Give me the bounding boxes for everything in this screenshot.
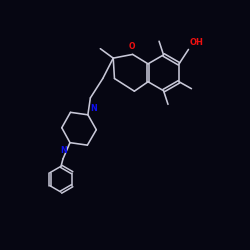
Text: O: O [128,42,135,51]
Text: N: N [90,104,96,113]
Text: OH: OH [190,38,203,47]
Text: N: N [61,146,68,155]
